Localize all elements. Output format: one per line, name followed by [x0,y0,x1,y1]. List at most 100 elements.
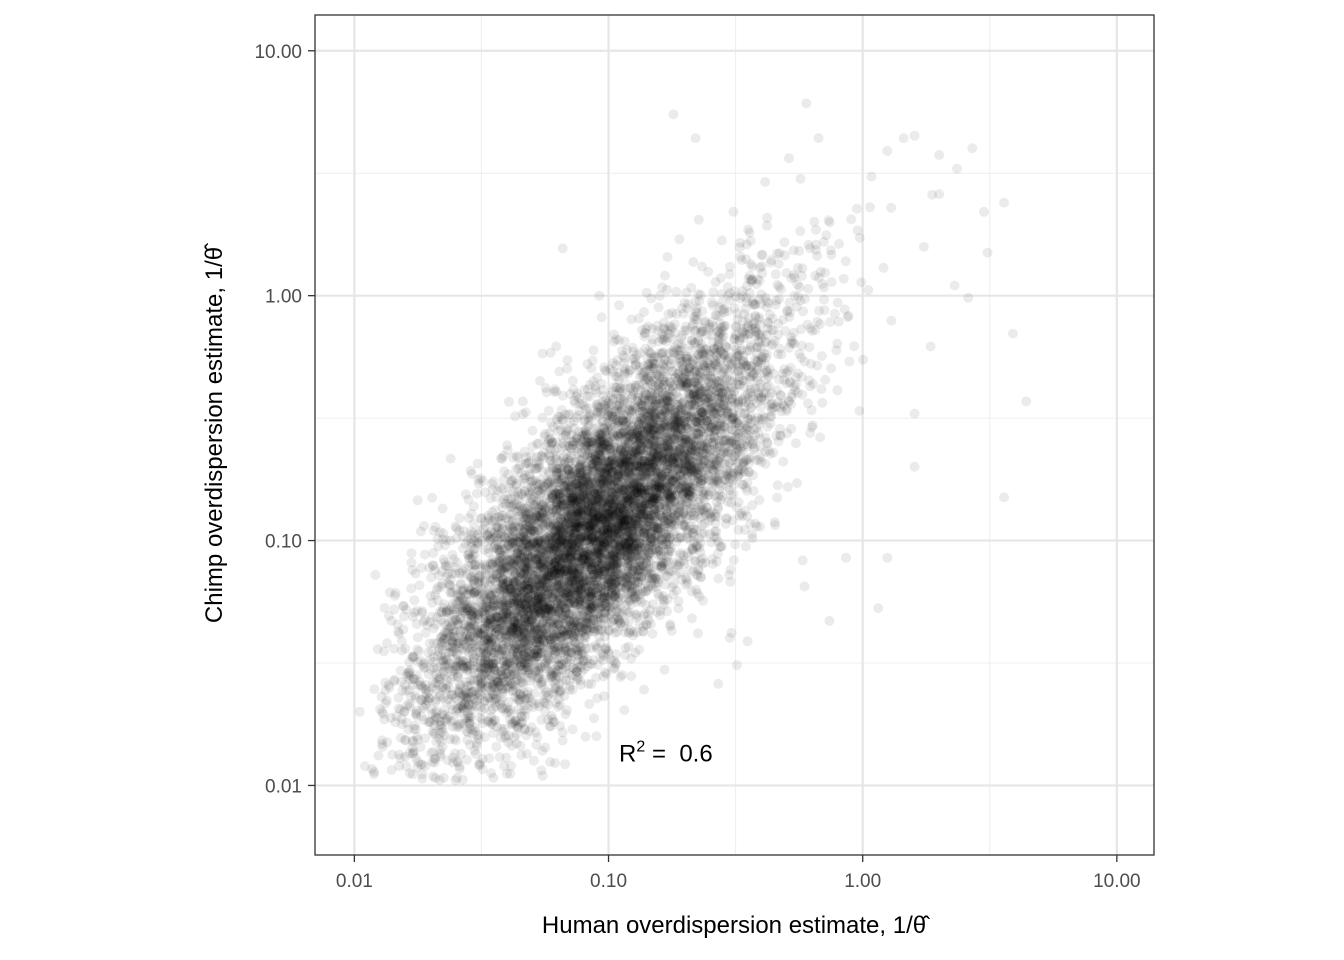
data-point [507,553,518,564]
data-point [688,457,699,467]
data-point [656,551,667,561]
data-point [506,740,517,751]
data-point [562,480,573,491]
data-point [646,358,657,369]
data-point [669,461,680,472]
data-point [728,555,739,566]
data-point [675,467,686,478]
data-point [569,615,580,626]
data-point [430,521,441,532]
data-point [441,696,451,707]
data-point [533,549,544,560]
data-point [555,579,566,590]
data-point [488,652,499,663]
data-point [545,669,556,680]
data-point [502,577,513,588]
data-point [478,670,488,681]
data-point [491,741,502,752]
data-point [549,575,560,586]
data-point [453,695,464,706]
data-point [560,604,571,615]
data-point [690,466,701,477]
data-point [627,517,638,528]
data-point [485,622,496,633]
data-point [715,400,726,411]
data-point [434,527,445,538]
data-point [423,717,434,728]
data-point [630,546,641,557]
data-point [576,646,587,656]
data-point [677,330,688,341]
data-point [512,635,523,646]
data-point [598,650,609,661]
data-point [515,536,526,547]
data-point [577,504,588,515]
data-point [594,438,605,449]
data-point [592,453,603,464]
data-point [585,479,596,490]
data-point [624,457,635,467]
data-point [622,547,633,558]
data-point [553,572,564,583]
data-point [503,682,514,693]
data-point [535,561,546,571]
data-point [511,451,522,462]
data-point [597,488,608,499]
data-point [569,510,580,521]
data-point [620,460,631,471]
data-point [559,548,569,559]
data-point [658,457,669,468]
data-point [718,421,729,432]
data-point [599,399,610,410]
data-point [585,580,595,591]
data-point [740,541,751,552]
data-point [519,724,530,735]
data-point [622,451,633,462]
data-point [477,589,488,600]
data-point [657,409,668,420]
data-point [518,632,529,643]
data-point [652,516,663,527]
data-point [615,545,626,556]
data-point [595,433,606,444]
data-point [533,605,544,616]
data-point [617,416,628,426]
data-point [558,537,569,548]
data-point [571,478,582,489]
data-point [664,321,675,332]
data-point [534,479,545,490]
data-point [465,631,476,642]
data-point [441,560,452,571]
data-point [530,463,541,474]
data-point [674,345,685,356]
data-point [619,705,630,716]
data-point [599,541,610,552]
data-point [563,553,574,564]
data-point [441,620,451,631]
data-point [583,527,594,538]
data-point [580,509,591,520]
data-point [497,643,508,654]
data-point [723,438,734,449]
data-point [608,614,619,625]
data-point [621,542,632,552]
data-point [886,315,897,326]
data-point [568,622,579,633]
data-point [545,347,556,358]
data-point [556,578,567,589]
data-point [803,283,814,294]
data-point [613,528,624,539]
data-point [704,509,715,520]
data-point [568,541,579,552]
data-point [645,491,656,502]
data-point [590,575,601,586]
data-point [696,425,707,436]
data-point [567,375,578,386]
data-point [650,400,661,411]
data-point [582,569,593,580]
data-point [729,355,740,366]
data-point [560,709,571,720]
data-point [598,438,609,449]
data-point [607,495,618,506]
data-point [617,456,628,467]
